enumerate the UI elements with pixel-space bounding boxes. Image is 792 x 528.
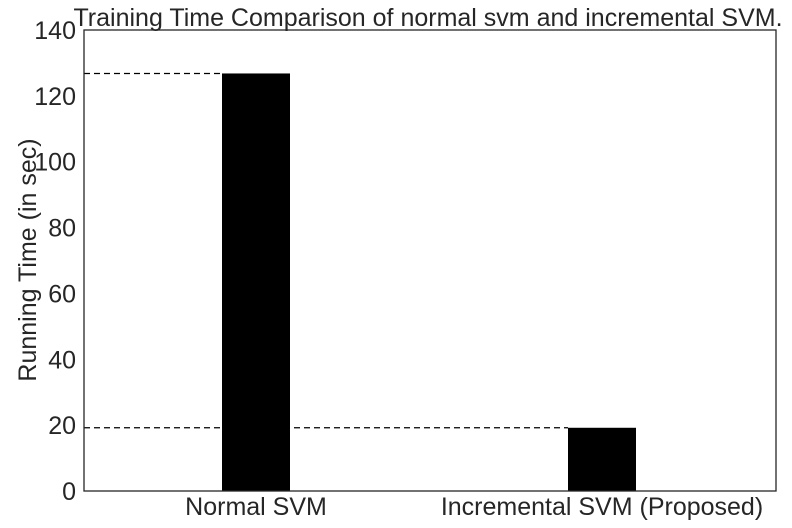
y-axis-label: Running Time (in sec) [14,138,42,381]
y-tick-label: 140 [34,17,76,45]
plot-area: 0 20 40 60 80 100 120 140 Normal SVM Incremental … [34,17,777,521]
y-tick-label: 120 [34,83,76,111]
axes-frame [83,29,777,492]
y-tick-label: 40 [48,346,76,374]
chart-title: Training Time Comparison of normal svm a… [73,4,782,32]
y-tick-label: 20 [48,412,76,440]
y-tick-label: 60 [48,280,76,308]
y-tick-label: 0 [62,478,76,506]
y-tick-label: 100 [34,149,76,177]
x-tick-label: Normal SVM [185,493,327,521]
y-tick-label: 80 [48,215,76,243]
x-tick-label: Incremental SVM (Proposed) [441,493,763,521]
bar [222,73,290,492]
bar [568,427,636,491]
